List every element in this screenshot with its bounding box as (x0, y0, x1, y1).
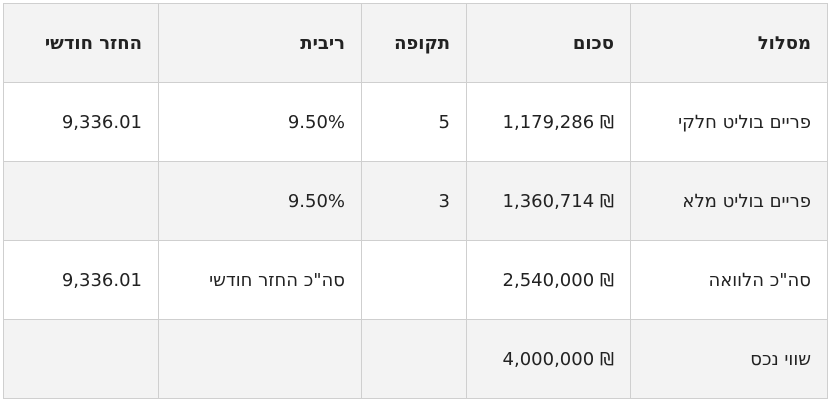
header-period: תקופה (361, 3, 467, 83)
cell-amount: ₪ 1,360,714 (466, 161, 631, 241)
cell-track: סה"כ הלוואה (630, 240, 828, 320)
mortgage-table: מסלול סכום תקופה ריבית החזר חודשי פריים … (3, 3, 828, 399)
cell-period: 3 (361, 161, 467, 241)
header-interest: ריבית (158, 3, 362, 83)
cell-monthly-payment: 9,336.01 (3, 82, 159, 162)
cell-amount: ₪ 2,540,000 (466, 240, 631, 320)
cell-amount: ₪ 4,000,000 (466, 319, 631, 399)
header-monthly-payment: החזר חודשי (3, 3, 159, 83)
cell-period (361, 240, 467, 320)
table-row: פריים בוליט מלא ₪ 1,360,714 3 9.50% (3, 161, 828, 241)
cell-monthly-payment (3, 319, 159, 399)
table-row: סה"כ הלוואה ₪ 2,540,000 סה"כ החזר חודשי … (3, 240, 828, 320)
cell-track: שווי נכס (630, 319, 828, 399)
mortgage-table-container: מסלול סכום תקופה ריבית החזר חודשי פריים … (3, 3, 828, 399)
cell-amount: ₪ 1,179,286 (466, 82, 631, 162)
header-amount: סכום (466, 3, 631, 83)
cell-interest: 9.50% (158, 82, 362, 162)
cell-monthly-payment: 9,336.01 (3, 240, 159, 320)
cell-period (361, 319, 467, 399)
table-header-row: מסלול סכום תקופה ריבית החזר חודשי (3, 3, 828, 83)
table-row: פריים בוליט חלקי ₪ 1,179,286 5 9.50% 9,3… (3, 82, 828, 162)
cell-interest: סה"כ החזר חודשי (158, 240, 362, 320)
cell-monthly-payment (3, 161, 159, 241)
cell-interest (158, 319, 362, 399)
cell-period: 5 (361, 82, 467, 162)
cell-track: פריים בוליט מלא (630, 161, 828, 241)
table-row: שווי נכס ₪ 4,000,000 (3, 319, 828, 399)
cell-interest: 9.50% (158, 161, 362, 241)
header-track: מסלול (630, 3, 828, 83)
cell-track: פריים בוליט חלקי (630, 82, 828, 162)
